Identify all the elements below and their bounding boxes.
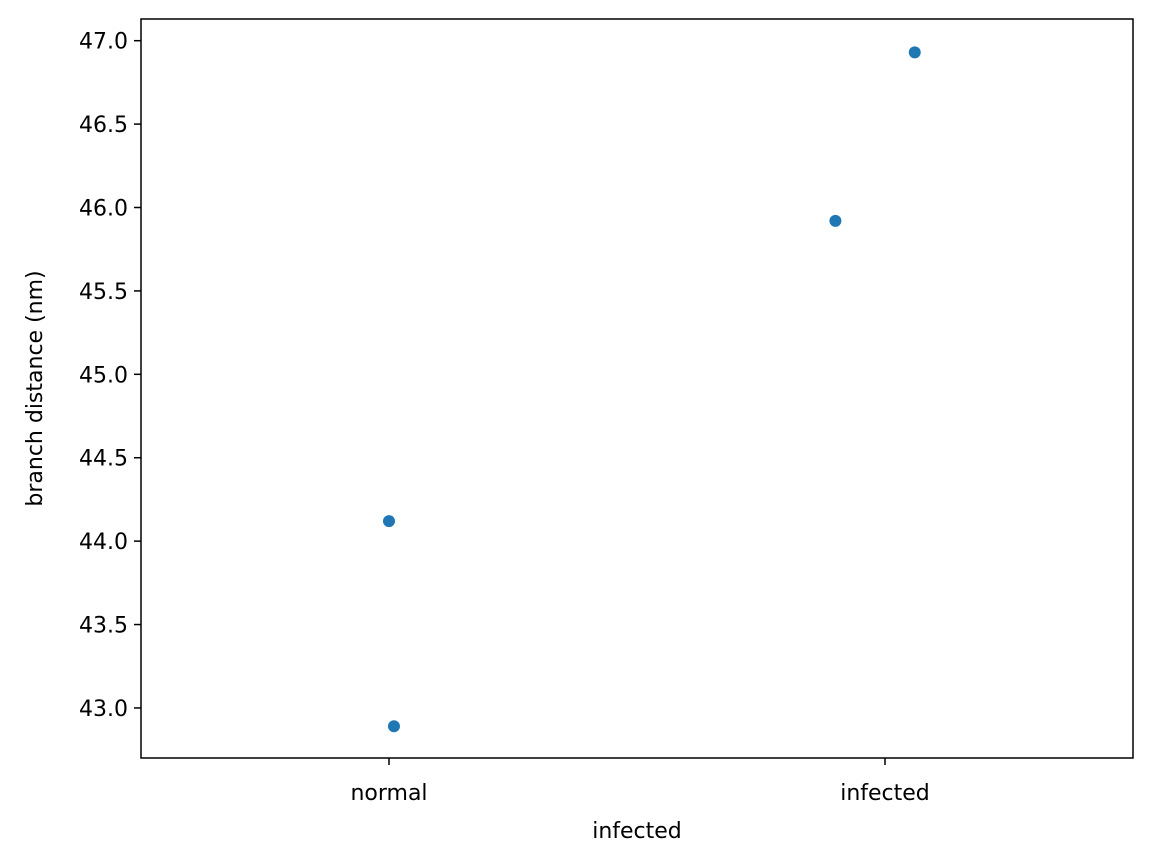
y-axis-label: branch distance (nm) [23,270,48,506]
x-axis-label: infected [592,819,682,844]
y-tick-label: 44.5 [79,447,128,472]
x-tick-label: infected [840,781,930,806]
y-tick-label: 43.0 [79,697,128,722]
x-tick-label: normal [350,781,427,806]
y-tick-label: 44.0 [79,530,128,555]
y-tick-label: 45.5 [79,280,128,305]
data-point [383,515,395,528]
data-point [387,720,400,733]
data-point [829,214,842,227]
x-axis: normal infected [350,758,930,806]
plot-frame [140,18,1134,759]
y-tick-label: 45.0 [79,363,128,388]
y-tick-label: 47.0 [79,30,128,55]
y-tick-label: 43.5 [79,614,128,639]
data-points [383,46,921,733]
y-tick-label: 46.5 [79,113,128,138]
y-axis: 43.0 43.5 44.0 44.5 45.0 45.5 46.0 46.5 47.0 [79,30,141,722]
data-point [908,46,921,59]
y-tick-label: 46.0 [79,197,128,222]
